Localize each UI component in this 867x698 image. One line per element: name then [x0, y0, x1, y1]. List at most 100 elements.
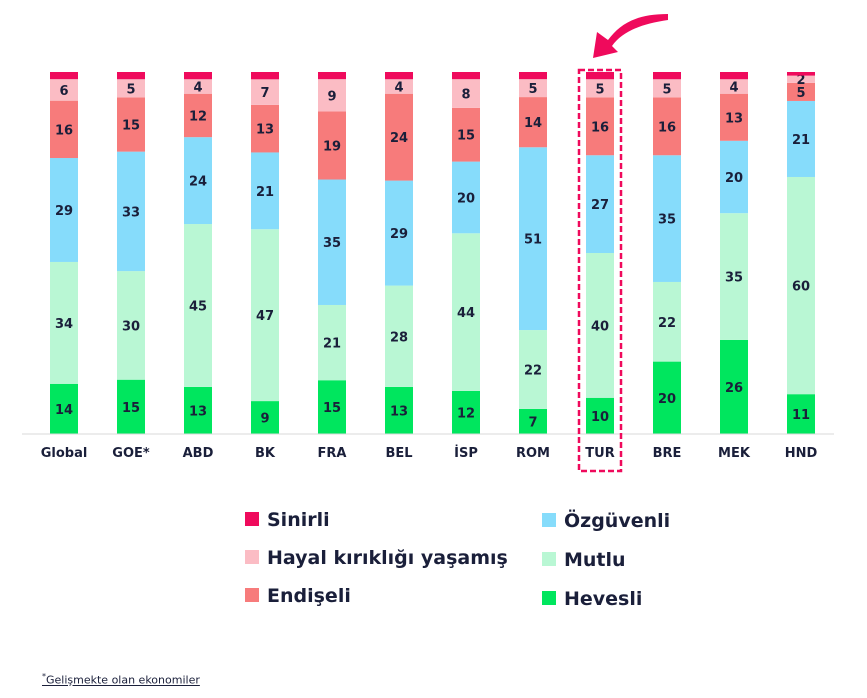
- highlight-arrow-icon: [593, 14, 668, 58]
- bar-segment-goe-hevesli: [117, 379, 145, 434]
- data-label-isp-ozguvenli: 20: [457, 191, 475, 206]
- bar-segment-tur-hevesli: [586, 397, 614, 434]
- data-label-bre-endiseli: 16: [658, 120, 676, 135]
- data-label-goe-hevesli: 15: [122, 401, 140, 416]
- data-label-fra-mutlu: 21: [323, 337, 341, 352]
- legend-label-hevesli: Hevesli: [564, 588, 642, 610]
- data-label-tur-mutlu: 40: [591, 319, 609, 334]
- data-label-mek-hevesli: 26: [725, 381, 743, 396]
- bar-segment-isp-hevesli: [452, 390, 480, 434]
- bar-segment-rom-hayal-kirikligi-yasamis: [519, 79, 547, 98]
- legend-label-mutlu: Mutlu: [564, 549, 626, 571]
- bar-segment-isp-mutlu: [452, 233, 480, 391]
- bar-segment-abd-sinirli: [184, 72, 212, 80]
- bar-segment-rom-ozguvenli: [519, 147, 547, 331]
- bar-segment-global-hevesli: [50, 383, 78, 434]
- data-label-goe-ozguvenli: 33: [122, 205, 140, 220]
- x-axis-labels: Global GOE* ABD BK FRA BEL İSP ROM TUR BRE MEK HND: [41, 445, 818, 461]
- data-label-rom-hayal-kirikligi-yasamis: 5: [528, 82, 537, 97]
- legend: Sinirli Hayal kırıklığı yaşamış Endişeli Öz…: [245, 508, 670, 610]
- data-label-global-hevesli: 14: [55, 403, 73, 418]
- bar-segment-mek-hevesli: [720, 339, 748, 434]
- x-tick-label-hnd: HND: [785, 446, 818, 461]
- bar-segment-bk-ozguvenli: [251, 152, 279, 230]
- legend-label-ozguvenli: Özgüvenli: [564, 508, 670, 532]
- bar-segment-bel-endiseli: [385, 93, 413, 181]
- x-tick-label-fra: FRA: [318, 446, 347, 461]
- data-label-fra-ozguvenli: 35: [323, 236, 341, 251]
- bar-segment-isp-ozguvenli: [452, 161, 480, 234]
- x-tick-label-global: Global: [41, 446, 88, 461]
- bar-segment-hnd-endiseli: [787, 82, 815, 101]
- bar-segment-bre-endiseli: [653, 97, 681, 156]
- bar-segment-bre-sinirli: [653, 72, 681, 80]
- bar-segment-tur-mutlu: [586, 253, 614, 398]
- bar-segment-mek-hayal-kirikligi-yasamis: [720, 79, 748, 94]
- footnote-text: Gelişmekte olan ekonomiler: [46, 673, 200, 687]
- data-label-rom-ozguvenli: 51: [524, 233, 542, 248]
- bar-segment-tur-sinirli: [586, 72, 614, 80]
- bar-segment-bk-hayal-kirikligi-yasamis: [251, 79, 279, 105]
- legend-swatch-hayal-kirikligi-yasamis: [245, 550, 259, 564]
- data-label-global-hayal-kirikligi-yasamis: 6: [59, 84, 68, 99]
- data-label-bel-hayal-kirikligi-yasamis: 4: [394, 80, 403, 95]
- highlight-layer: [577, 14, 668, 473]
- data-label-abd-hayal-kirikligi-yasamis: 4: [193, 80, 202, 95]
- legend-swatch-ozguvenli: [542, 513, 556, 527]
- data-label-tur-hayal-kirikligi-yasamis: 5: [595, 82, 604, 97]
- data-label-abd-endiseli: 12: [189, 109, 207, 124]
- bar-segment-isp-hayal-kirikligi-yasamis: [452, 79, 480, 108]
- bar-segment-goe-endiseli: [117, 97, 145, 152]
- data-label-rom-hevesli: 7: [528, 415, 537, 430]
- bar-segment-fra-sinirli: [318, 72, 346, 80]
- data-label-fra-hayal-kirikligi-yasamis: 9: [327, 89, 336, 104]
- bar-segment-goe-ozguvenli: [117, 151, 145, 272]
- bar-segment-global-endiseli: [50, 100, 78, 159]
- data-label-bk-ozguvenli: 21: [256, 185, 274, 200]
- bar-segment-abd-hevesli: [184, 386, 212, 434]
- data-label-bel-ozguvenli: 29: [390, 227, 408, 242]
- data-label-isp-hayal-kirikligi-yasamis: 8: [461, 88, 470, 103]
- data-label-tur-ozguvenli: 27: [591, 198, 609, 213]
- bar-segment-bre-mutlu: [653, 281, 681, 362]
- bar-segment-fra-hayal-kirikligi-yasamis: [318, 79, 346, 112]
- data-label-tur-endiseli: 16: [591, 120, 609, 135]
- bar-segment-fra-mutlu: [318, 304, 346, 381]
- data-label-isp-mutlu: 44: [457, 306, 475, 321]
- data-label-bel-endiseli: 24: [390, 131, 408, 146]
- data-label-global-endiseli: 16: [55, 123, 73, 138]
- bar-segment-bk-hevesli: [251, 401, 279, 434]
- bar-segment-bre-hayal-kirikligi-yasamis: [653, 79, 681, 98]
- bar-segment-abd-endiseli: [184, 93, 212, 138]
- data-label-rom-endiseli: 14: [524, 116, 542, 131]
- bar-segment-bel-hevesli: [385, 386, 413, 434]
- data-label-abd-mutlu: 45: [189, 299, 207, 314]
- data-label-bel-mutlu: 28: [390, 330, 408, 345]
- bar-segment-global-sinirli: [50, 72, 78, 80]
- bar-segment-goe-hayal-kirikligi-yasamis: [117, 79, 145, 98]
- data-label-bk-mutlu: 47: [256, 309, 274, 324]
- bar-segment-isp-endiseli: [452, 107, 480, 162]
- data-label-bk-hayal-kirikligi-yasamis: 7: [260, 86, 269, 101]
- bar-segment-mek-endiseli: [720, 93, 748, 141]
- x-tick-label-bre: BRE: [653, 446, 682, 461]
- bar-segment-bk-mutlu: [251, 229, 279, 402]
- x-tick-label-mek: MEK: [718, 446, 751, 461]
- footnote-marker: *: [42, 672, 46, 681]
- data-label-bre-hayal-kirikligi-yasamis: 5: [662, 82, 671, 97]
- bar-segment-fra-endiseli: [318, 111, 346, 180]
- data-label-bre-ozguvenli: 35: [658, 213, 676, 228]
- data-label-tur-hevesli: 10: [591, 410, 609, 425]
- x-tick-label-abd: ABD: [183, 446, 214, 461]
- data-label-mek-ozguvenli: 20: [725, 171, 743, 186]
- bar-segment-rom-mutlu: [519, 330, 547, 409]
- legend-label-hayal-kirikligi-yasamis: Hayal kırıklığı yaşamış: [267, 547, 508, 569]
- bar-segment-global-ozguvenli: [50, 158, 78, 262]
- bar-segment-rom-sinirli: [519, 72, 547, 80]
- legend-label-sinirli: Sinirli: [267, 509, 330, 531]
- data-label-hnd-mutlu: 60: [792, 280, 810, 295]
- data-label-hnd-hayal-kirikligi-yasamis: 2: [796, 73, 805, 88]
- bar-segment-goe-mutlu: [117, 271, 145, 380]
- data-label-isp-endiseli: 15: [457, 129, 475, 144]
